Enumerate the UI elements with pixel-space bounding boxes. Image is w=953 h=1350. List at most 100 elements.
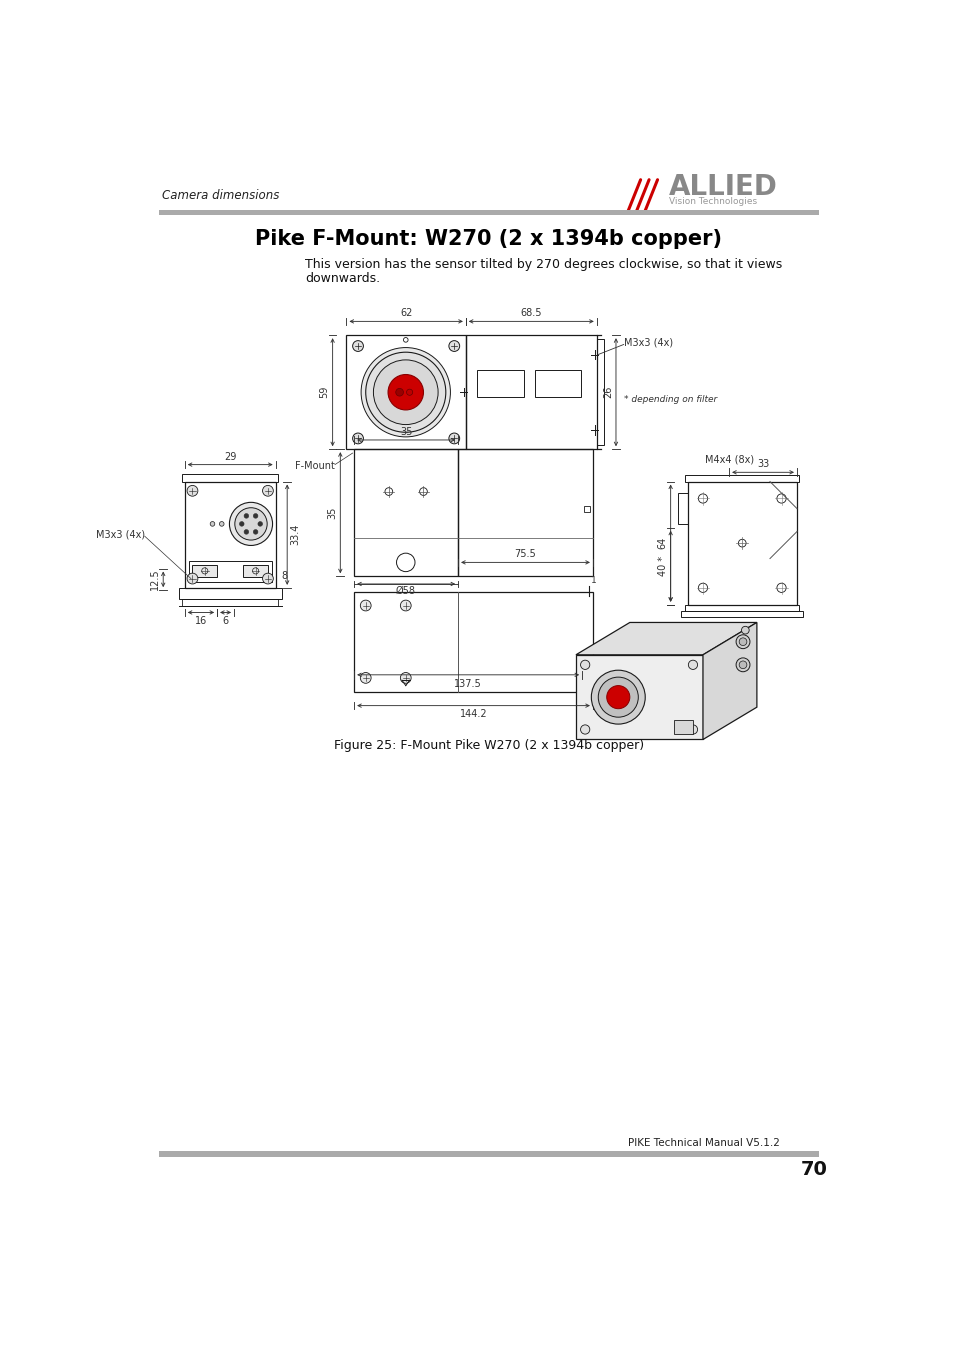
Circle shape [373, 360, 437, 424]
Text: F-Mount: F-Mount [294, 462, 335, 471]
Text: 40 *: 40 * [657, 556, 667, 576]
Bar [684, 605, 799, 612]
Circle shape [400, 601, 411, 612]
Bar [189, 560, 272, 582]
Bar [596, 339, 604, 446]
Circle shape [257, 521, 262, 526]
Circle shape [262, 574, 274, 585]
Circle shape [187, 486, 197, 497]
Text: 33: 33 [756, 459, 768, 470]
Circle shape [395, 389, 403, 396]
Bar [457, 450, 592, 576]
Circle shape [360, 672, 371, 683]
Text: 137.5: 137.5 [454, 679, 481, 688]
Text: Figure 25: F-Mount Pike W270 (2 x 1394b copper): Figure 25: F-Mount Pike W270 (2 x 1394b … [334, 740, 643, 752]
Text: 64: 64 [657, 537, 667, 549]
Bar [354, 450, 457, 576]
Text: PIKE Technical Manual V5.1.2: PIKE Technical Manual V5.1.2 [627, 1138, 780, 1148]
Polygon shape [576, 655, 702, 740]
Bar [185, 482, 275, 587]
Circle shape [361, 347, 450, 437]
Text: ALLIED: ALLIED [668, 173, 777, 201]
Text: 6: 6 [222, 617, 229, 626]
Circle shape [360, 601, 371, 612]
Text: Pike F-Mount: W270 (2 x 1394b copper): Pike F-Mount: W270 (2 x 1394b copper) [255, 230, 721, 248]
Circle shape [253, 529, 257, 535]
Text: M3x3 (4x): M3x3 (4x) [623, 338, 672, 348]
Bar [178, 587, 281, 599]
Bar [465, 335, 596, 450]
Circle shape [229, 502, 273, 545]
Text: * depending on filter: * depending on filter [623, 396, 716, 405]
Circle shape [736, 634, 749, 648]
Text: downwards.: downwards. [305, 273, 379, 285]
Bar [535, 370, 580, 397]
Text: 75.5: 75.5 [514, 549, 536, 559]
Bar [354, 591, 592, 691]
Circle shape [253, 513, 257, 518]
Polygon shape [702, 622, 756, 740]
Text: 144.2: 144.2 [459, 710, 487, 720]
Bar [684, 475, 799, 482]
Circle shape [262, 486, 274, 497]
Circle shape [234, 508, 267, 540]
Bar [678, 493, 687, 524]
Text: Camera dimensions: Camera dimensions [161, 189, 279, 202]
Circle shape [449, 433, 459, 444]
Bar [193, 564, 217, 576]
Circle shape [219, 521, 224, 526]
Circle shape [187, 574, 197, 585]
Text: 26: 26 [602, 386, 612, 398]
Text: 1: 1 [590, 575, 596, 585]
Text: M4x4 (8x): M4x4 (8x) [703, 455, 753, 464]
Bar [687, 482, 796, 605]
Bar [158, 1152, 819, 1157]
Circle shape [688, 660, 697, 670]
Bar [673, 721, 692, 734]
Circle shape [606, 686, 629, 709]
Text: M3x3 (4x): M3x3 (4x) [95, 529, 145, 540]
Circle shape [406, 389, 413, 396]
Bar [346, 335, 465, 450]
Circle shape [736, 657, 749, 672]
Circle shape [365, 352, 445, 432]
Text: This version has the sensor tilted by 270 degrees clockwise, so that it views: This version has the sensor tilted by 27… [305, 258, 781, 271]
Circle shape [449, 340, 459, 351]
Circle shape [244, 513, 249, 518]
Text: 62: 62 [399, 308, 412, 319]
Text: 35: 35 [399, 427, 412, 437]
Text: 29: 29 [224, 451, 236, 462]
Circle shape [210, 521, 214, 526]
Circle shape [353, 340, 363, 351]
Circle shape [244, 529, 249, 535]
Circle shape [739, 637, 746, 645]
Circle shape [739, 662, 746, 668]
Text: 33.4: 33.4 [290, 524, 300, 545]
Circle shape [353, 433, 363, 444]
Circle shape [239, 521, 244, 526]
Text: 35: 35 [327, 506, 336, 518]
Text: 70: 70 [801, 1160, 827, 1179]
Circle shape [580, 725, 589, 734]
Text: Vision Technologies: Vision Technologies [668, 197, 757, 205]
Text: 16: 16 [194, 617, 207, 626]
Circle shape [740, 626, 748, 634]
Text: 59: 59 [319, 386, 329, 398]
Circle shape [580, 660, 589, 670]
Bar [243, 564, 268, 576]
Circle shape [400, 672, 411, 683]
Bar [182, 599, 277, 606]
Bar [583, 506, 589, 513]
Text: 8: 8 [281, 571, 287, 582]
Bar [182, 474, 277, 482]
Circle shape [688, 725, 697, 734]
Bar [680, 612, 802, 617]
Bar [158, 209, 819, 215]
Text: 12.5: 12.5 [150, 568, 160, 590]
Circle shape [598, 678, 638, 717]
Circle shape [591, 670, 644, 724]
Polygon shape [576, 622, 756, 655]
Bar [476, 370, 523, 397]
Text: 68.5: 68.5 [520, 308, 541, 319]
Circle shape [388, 374, 423, 410]
